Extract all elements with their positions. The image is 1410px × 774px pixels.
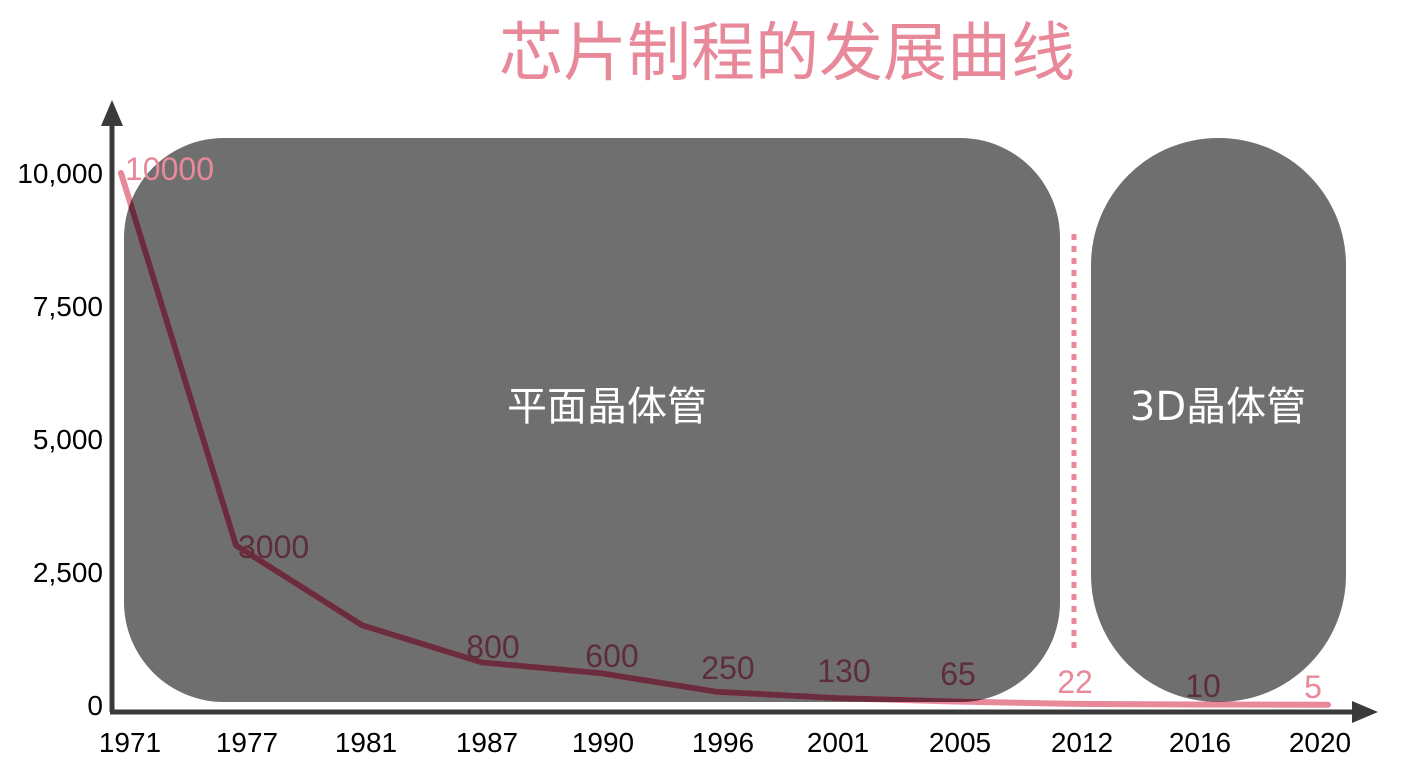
y-axis-arrow bbox=[101, 100, 123, 126]
x-tick-label: 1971 bbox=[99, 727, 161, 758]
region-box bbox=[124, 138, 1060, 702]
data-label: 65 bbox=[940, 656, 976, 692]
data-label: 250 bbox=[701, 650, 754, 686]
region-label: 平面晶体管 bbox=[507, 384, 707, 430]
x-tick-label: 1990 bbox=[572, 727, 634, 758]
x-axis-arrow bbox=[1352, 701, 1378, 723]
x-tick-label: 1996 bbox=[692, 727, 754, 758]
data-label: 10 bbox=[1185, 668, 1221, 704]
y-tick-label: 5,000 bbox=[33, 424, 103, 455]
data-label: 5 bbox=[1304, 669, 1322, 705]
region-box bbox=[1091, 138, 1346, 702]
region-label: 3D晶体管 bbox=[1130, 384, 1306, 430]
x-tick-label: 1987 bbox=[456, 727, 518, 758]
x-tick-label: 2001 bbox=[807, 727, 869, 758]
data-label: 600 bbox=[585, 638, 638, 674]
y-tick-label: 10,000 bbox=[17, 158, 103, 189]
y-tick-label: 7,500 bbox=[33, 291, 103, 322]
data-label: 10000 bbox=[125, 151, 214, 187]
series-line-in-region bbox=[124, 170, 1331, 702]
x-tick-label: 2020 bbox=[1289, 727, 1351, 758]
data-label: 800 bbox=[466, 629, 519, 665]
y-tick-label: 2,500 bbox=[33, 557, 103, 588]
x-tick-label: 2016 bbox=[1169, 727, 1231, 758]
y-tick-label: 0 bbox=[87, 690, 103, 721]
x-tick-label: 1977 bbox=[216, 727, 278, 758]
data-label: 130 bbox=[817, 653, 870, 689]
data-label: 3000 bbox=[238, 529, 309, 565]
x-tick-label: 2012 bbox=[1051, 727, 1113, 758]
x-tick-label: 1981 bbox=[335, 727, 397, 758]
chart-title: 芯片制程的发展曲线 bbox=[499, 17, 1075, 91]
data-label: 22 bbox=[1057, 664, 1093, 700]
x-tick-label: 2005 bbox=[929, 727, 991, 758]
